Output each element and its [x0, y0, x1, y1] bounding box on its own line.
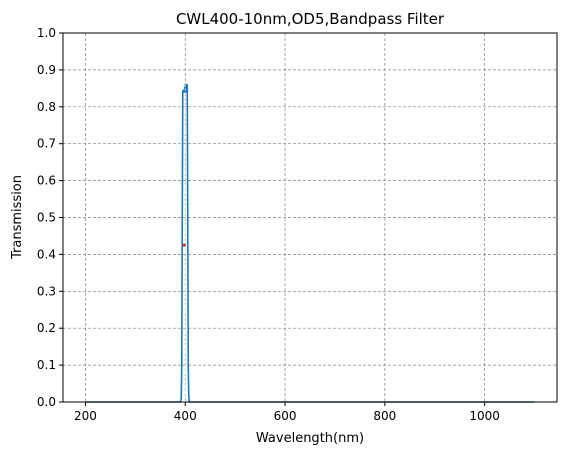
y-tick-label: 1.0 — [37, 26, 56, 40]
y-tick-label: 0.9 — [37, 63, 56, 77]
y-tick-label: 0.2 — [37, 321, 56, 335]
series-layer — [85, 83, 535, 403]
y-tick-label: 0.6 — [37, 174, 56, 188]
plot-frame — [62, 32, 558, 403]
y-tick-label: 0.4 — [37, 247, 56, 261]
x-tick-label: 1000 — [469, 409, 500, 423]
y-tick-label: 0.5 — [37, 211, 56, 225]
x-tick-label: 600 — [274, 409, 297, 423]
x-axis-label: Wavelength(nm) — [256, 431, 364, 446]
x-tick-label: 400 — [174, 409, 197, 423]
grid-layer — [63, 32, 557, 403]
y-tick-label: 0.3 — [37, 284, 56, 298]
y-tick-label: 0.7 — [37, 137, 56, 151]
transmission-series-line — [85, 83, 535, 403]
x-tick-label: 800 — [373, 409, 396, 423]
center-wavelength-marker — [182, 243, 186, 247]
chart-title: CWL400-10nm,OD5,Bandpass Filter — [176, 10, 445, 28]
x-tick-label: 200 — [74, 409, 97, 423]
y-tick-label: 0.8 — [37, 100, 56, 114]
tick-layer: 200 400 600 800 1000 0.0 0.1 0.2 0.3 0.4 0.5 0.6 0.7… — [37, 26, 500, 423]
y-axis-label: Transmission — [10, 175, 25, 260]
y-tick-label: 0.0 — [37, 395, 56, 409]
y-tick-label: 0.1 — [37, 358, 56, 372]
